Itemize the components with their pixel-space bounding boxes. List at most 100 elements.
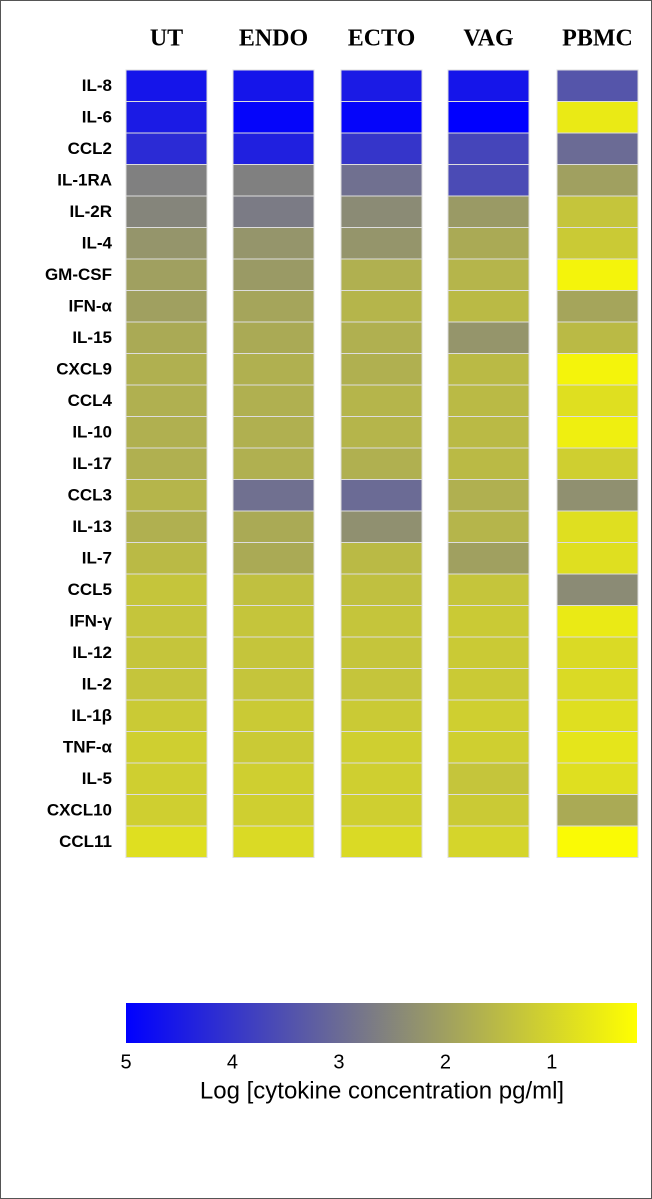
- row-label: IL-2R: [70, 202, 113, 221]
- heatmap-cell: [125, 731, 208, 764]
- colorbar-tick-label: 5: [120, 1051, 131, 1073]
- heatmap-cell: [447, 573, 530, 606]
- heatmap-cell: [447, 731, 530, 764]
- row-label: GM-CSF: [45, 265, 112, 284]
- heatmap-cell: [340, 794, 423, 827]
- heatmap-cell: [125, 762, 208, 795]
- heatmap-cell: [232, 605, 315, 638]
- row-label: IL-17: [72, 454, 112, 473]
- heatmap-cell: [340, 69, 423, 102]
- heatmap-cell: [556, 195, 639, 228]
- heatmap-cell: [125, 573, 208, 606]
- heatmap-cell: [232, 353, 315, 386]
- column-label: ENDO: [239, 26, 308, 52]
- heatmap-cell: [232, 510, 315, 543]
- heatmap-cell: [556, 573, 639, 606]
- heatmap-cell: [447, 699, 530, 732]
- heatmap-cell: [340, 447, 423, 480]
- row-label: CCL11: [59, 832, 112, 851]
- heatmap-cell: [125, 101, 208, 134]
- heatmap-cell: [125, 321, 208, 354]
- heatmap-cell: [125, 825, 208, 858]
- colorbar-tick-label: 3: [333, 1051, 344, 1073]
- heatmap-cell: [125, 605, 208, 638]
- heatmap-cell: [125, 164, 208, 197]
- row-label: IL-12: [72, 643, 112, 662]
- heatmap-cell: [556, 132, 639, 165]
- colorbar-tick-label: 1: [546, 1051, 557, 1073]
- heatmap-cell: [556, 416, 639, 449]
- heatmap-cell: [556, 636, 639, 669]
- heatmap-cell: [447, 416, 530, 449]
- heatmap-cell: [125, 447, 208, 480]
- row-label: IL-6: [82, 108, 112, 127]
- heatmap-cell: [447, 447, 530, 480]
- heatmap-cell: [340, 731, 423, 764]
- heatmap-cell: [125, 132, 208, 165]
- heatmap-cell: [447, 258, 530, 291]
- colorbar: [126, 1003, 637, 1043]
- heatmap-cell: [340, 479, 423, 512]
- heatmap-cell: [125, 479, 208, 512]
- heatmap-cell: [232, 573, 315, 606]
- row-label: IL-8: [82, 76, 112, 95]
- row-label: IL-13: [72, 517, 112, 536]
- heatmap-cell: [232, 195, 315, 228]
- heatmap-cell: [340, 132, 423, 165]
- heatmap-cell: [125, 668, 208, 701]
- heatmap-cell: [447, 195, 530, 228]
- heatmap-cell: [556, 510, 639, 543]
- heatmap-cell: [556, 290, 639, 323]
- row-label: IFN-α: [69, 297, 113, 316]
- heatmap-cell: [447, 164, 530, 197]
- row-label: IL-4: [82, 234, 113, 253]
- heatmap-cell: [340, 825, 423, 858]
- row-label: IL-10: [72, 423, 112, 442]
- heatmap-cell: [556, 731, 639, 764]
- heatmap-cell: [340, 699, 423, 732]
- heatmap-cell: [232, 542, 315, 575]
- heatmap-cell: [556, 699, 639, 732]
- heatmap-cell: [447, 762, 530, 795]
- heatmap-cell: [232, 794, 315, 827]
- colorbar-tick-label: 2: [440, 1051, 451, 1073]
- heatmap-cell: [556, 479, 639, 512]
- row-label: IL-1β: [71, 706, 112, 725]
- heatmap-cell: [125, 510, 208, 543]
- heatmap-cell: [556, 794, 639, 827]
- column-label: VAG: [463, 26, 514, 52]
- colorbar-label: Log [cytokine concentration pg/ml]: [200, 1077, 564, 1104]
- heatmap-cell: [125, 699, 208, 732]
- heatmap-cell: [447, 668, 530, 701]
- heatmap-cell: [125, 258, 208, 291]
- heatmap-cell: [125, 794, 208, 827]
- heatmap-cell: [125, 195, 208, 228]
- heatmap-cell: [556, 447, 639, 480]
- heatmap-cell: [232, 101, 315, 134]
- heatmap-cell: [232, 762, 315, 795]
- heatmap-cell: [340, 384, 423, 417]
- heatmap-cell: [447, 353, 530, 386]
- heatmap-cell: [340, 762, 423, 795]
- heatmap-cell: [232, 164, 315, 197]
- heatmap-cell: [447, 69, 530, 102]
- heatmap-cell: [340, 227, 423, 260]
- heatmap-cell: [125, 69, 208, 102]
- heatmap-cell: [340, 668, 423, 701]
- heatmap-cell: [447, 384, 530, 417]
- heatmap-cell: [232, 447, 315, 480]
- heatmap-cell: [232, 258, 315, 291]
- heatmap-cell: [232, 69, 315, 102]
- heatmap-cell: [556, 69, 639, 102]
- heatmap-cell: [340, 195, 423, 228]
- row-label: IL-7: [82, 549, 112, 568]
- heatmap-cell: [125, 542, 208, 575]
- heatmap-cell: [447, 605, 530, 638]
- row-label: CCL3: [68, 486, 112, 505]
- row-label: IL-5: [82, 769, 112, 788]
- heatmap-cell: [340, 164, 423, 197]
- row-label: CXCL9: [56, 360, 112, 379]
- heatmap-cell: [232, 479, 315, 512]
- heatmap-cell: [125, 636, 208, 669]
